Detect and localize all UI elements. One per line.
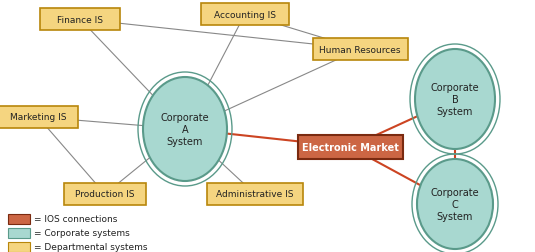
Ellipse shape: [417, 159, 493, 249]
Ellipse shape: [143, 78, 227, 181]
FancyBboxPatch shape: [8, 242, 30, 252]
FancyBboxPatch shape: [64, 183, 146, 205]
Text: = Departmental systems: = Departmental systems: [34, 242, 148, 251]
Text: = IOS connections: = IOS connections: [34, 215, 117, 224]
FancyBboxPatch shape: [0, 107, 78, 129]
FancyBboxPatch shape: [207, 183, 303, 205]
Text: Finance IS: Finance IS: [57, 15, 103, 24]
FancyBboxPatch shape: [312, 39, 408, 61]
FancyBboxPatch shape: [201, 4, 289, 26]
FancyBboxPatch shape: [297, 136, 402, 159]
Text: Electronic Market: Electronic Market: [302, 142, 399, 152]
Text: Corporate
C
System: Corporate C System: [431, 187, 479, 222]
Text: Corporate
A
System: Corporate A System: [160, 112, 209, 147]
FancyBboxPatch shape: [40, 9, 120, 31]
Text: Accounting IS: Accounting IS: [214, 11, 276, 19]
Text: Production IS: Production IS: [75, 190, 135, 199]
Text: Corporate
B
System: Corporate B System: [431, 82, 479, 117]
FancyBboxPatch shape: [8, 228, 30, 238]
Text: Administrative IS: Administrative IS: [216, 190, 294, 199]
Text: = Corporate systems: = Corporate systems: [34, 229, 130, 238]
FancyBboxPatch shape: [8, 214, 30, 224]
Text: Marketing IS: Marketing IS: [10, 113, 66, 122]
Ellipse shape: [415, 50, 495, 149]
Text: Human Resources: Human Resources: [319, 45, 401, 54]
